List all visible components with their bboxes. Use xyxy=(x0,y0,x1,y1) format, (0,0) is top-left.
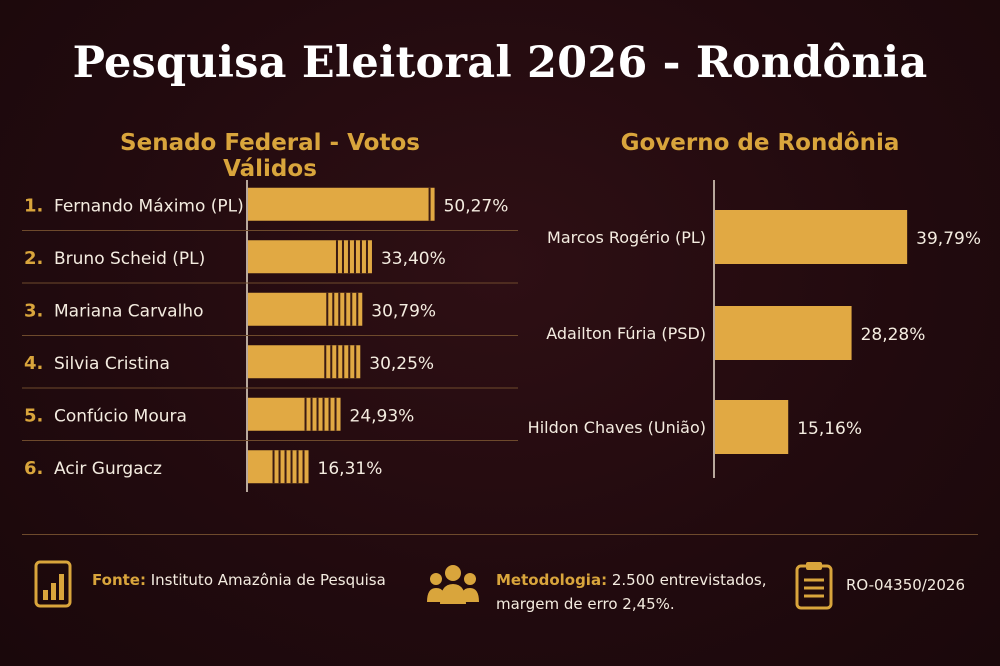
senado-bar-stripe xyxy=(328,397,331,431)
methodology-line1: 2.500 entrevistados, xyxy=(611,571,767,589)
governo-category-label: Hildon Chaves (União) xyxy=(528,418,706,437)
senado-bar-stripe xyxy=(342,345,345,379)
senado-bar-stripe xyxy=(365,240,368,274)
senado-bar xyxy=(248,450,309,484)
senado-bar xyxy=(248,240,372,274)
senado-bar-stripe xyxy=(322,397,325,431)
senado-bar-stripe xyxy=(332,292,335,326)
governo-chart-title: Governo de Rondônia xyxy=(620,130,900,156)
footer-divider xyxy=(22,534,978,535)
senado-bar-stripe xyxy=(334,397,337,431)
source-note: Fonte: Instituto Amazônia de Pesquisa xyxy=(92,568,386,592)
senado-bar-stripe xyxy=(336,345,339,379)
governo-category-label: Adailton Fúria (PSD) xyxy=(546,324,706,343)
governo-value-label: 39,79% xyxy=(916,229,981,249)
senado-bar-stripe xyxy=(344,292,347,326)
senado-category-label: Mariana Carvalho xyxy=(54,301,203,321)
governo-value-label: 28,28% xyxy=(861,325,926,345)
governo-category-label: Marcos Rogério (PL) xyxy=(547,228,706,247)
senado-bar-stripe xyxy=(359,240,362,274)
senado-bar xyxy=(248,345,361,379)
clipboard-icon xyxy=(795,562,833,610)
senado-rank-label: 5. xyxy=(24,405,43,426)
senado-bar-stripe xyxy=(272,450,275,484)
senado-rank-label: 4. xyxy=(24,353,43,374)
page-title: Pesquisa Eleitoral 2026 - Rondônia xyxy=(72,38,928,88)
senado-bar xyxy=(248,397,341,431)
people-icon xyxy=(427,565,479,604)
senado-rank-label: 1. xyxy=(24,195,43,216)
source-label: Fonte: xyxy=(92,571,146,589)
senado-value-label: 50,27% xyxy=(444,196,509,216)
charts-canvas: 1. Fernando Máximo (PL) 50,27% 2. Bruno Sche… xyxy=(22,180,981,492)
senado-category-label: Acir Gurgacz xyxy=(54,459,162,479)
senado-bar xyxy=(248,292,363,326)
senado-bar-stripe xyxy=(353,240,356,274)
senado-chart-title: Senado Federal - Votos Válidos xyxy=(120,130,420,182)
methodology-note: Metodologia: 2.500 entrevistados, margem… xyxy=(496,568,766,616)
senado-category-label: Bruno Scheid (PL) xyxy=(54,249,205,269)
bar-chart-icon xyxy=(34,560,72,608)
methodology-label: Metodologia: xyxy=(496,571,608,589)
senado-value-label: 30,79% xyxy=(371,301,436,321)
senado-bar-stripe xyxy=(316,397,319,431)
senado-bar-stripe xyxy=(278,450,281,484)
senado-value-label: 24,93% xyxy=(350,406,415,426)
source-text: Instituto Amazônia de Pesquisa xyxy=(150,571,386,589)
senado-bar-stripe xyxy=(428,187,431,221)
governo-bar xyxy=(715,400,789,454)
senado-rank-label: 3. xyxy=(24,300,43,321)
senado-bar-stripe xyxy=(302,450,305,484)
senado-bar-stripe xyxy=(354,345,357,379)
senado-category-label: Fernando Máximo (PL) xyxy=(54,196,244,216)
senado-category-label: Silvia Cristina xyxy=(54,354,170,374)
methodology-line2: margem de erro 2,45%. xyxy=(496,595,675,613)
senado-bar-stripe xyxy=(350,292,353,326)
senado-bar-stripe xyxy=(338,292,341,326)
senado-bar-stripe xyxy=(330,345,333,379)
senado-bar xyxy=(248,187,435,221)
senado-bar-stripe xyxy=(356,292,359,326)
senado-category-label: Confúcio Moura xyxy=(54,406,187,426)
senado-bar-stripe xyxy=(296,450,299,484)
senado-bar-stripe xyxy=(310,397,313,431)
senado-rank-label: 2. xyxy=(24,248,43,269)
senado-bar-stripe xyxy=(326,292,329,326)
senado-bar-stripe xyxy=(335,240,338,274)
senado-bar-stripe xyxy=(341,240,344,274)
senado-bar-stripe xyxy=(348,345,351,379)
senado-bar-stripe xyxy=(290,450,293,484)
senado-rank-label: 6. xyxy=(24,458,43,479)
governo-bar xyxy=(715,306,852,360)
senado-bar-stripe xyxy=(284,450,287,484)
senado-value-label: 16,31% xyxy=(318,459,383,479)
registration-number: RO-04350/2026 xyxy=(846,576,966,594)
senado-bar-stripe xyxy=(347,240,350,274)
senado-value-label: 33,40% xyxy=(381,249,446,269)
senado-bar-stripe xyxy=(324,345,327,379)
senado-bar-stripe xyxy=(304,397,307,431)
senado-value-label: 30,25% xyxy=(369,354,434,374)
governo-value-label: 15,16% xyxy=(797,419,862,439)
governo-bar xyxy=(715,210,908,264)
